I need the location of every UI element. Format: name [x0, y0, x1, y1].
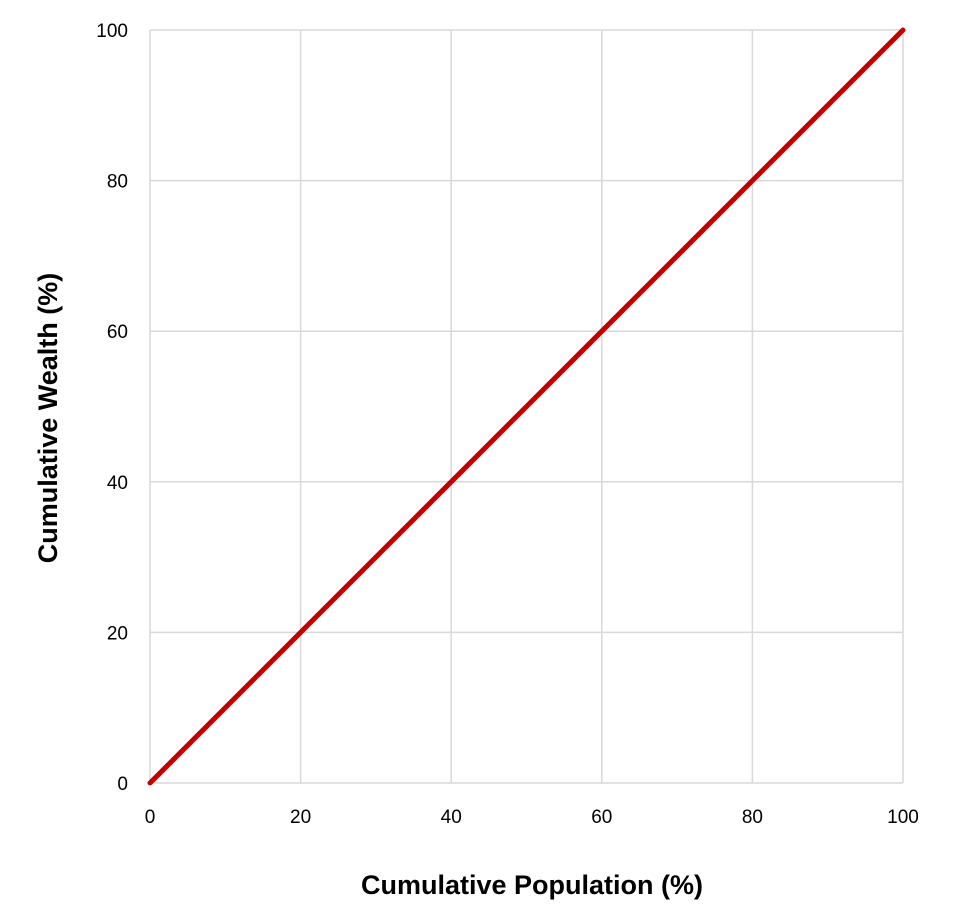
x-tick-label: 0	[145, 807, 156, 828]
x-axis-title: Cumulative Population (%)	[361, 870, 703, 900]
y-tick-label: 0	[117, 774, 128, 795]
y-axis-tick-labels: 0 20 40 60 80 100	[96, 21, 128, 795]
y-tick-label: 60	[107, 322, 128, 343]
y-axis-title: Cumulative Wealth (%)	[33, 273, 63, 564]
series-line	[147, 27, 906, 786]
y-tick-label: 100	[96, 21, 128, 42]
y-tick-label: 80	[107, 172, 128, 193]
y-tick-label: 20	[107, 623, 128, 644]
grid-lines	[149, 29, 904, 784]
series-layer	[147, 27, 906, 786]
x-tick-label: 60	[591, 807, 612, 828]
x-tick-label: 100	[887, 807, 919, 828]
x-tick-label: 80	[742, 807, 763, 828]
y-tick-label: 40	[107, 473, 128, 494]
x-tick-label: 40	[441, 807, 462, 828]
x-axis-tick-labels: 0 20 40 60 80 100	[145, 807, 919, 828]
x-tick-label: 20	[290, 807, 311, 828]
